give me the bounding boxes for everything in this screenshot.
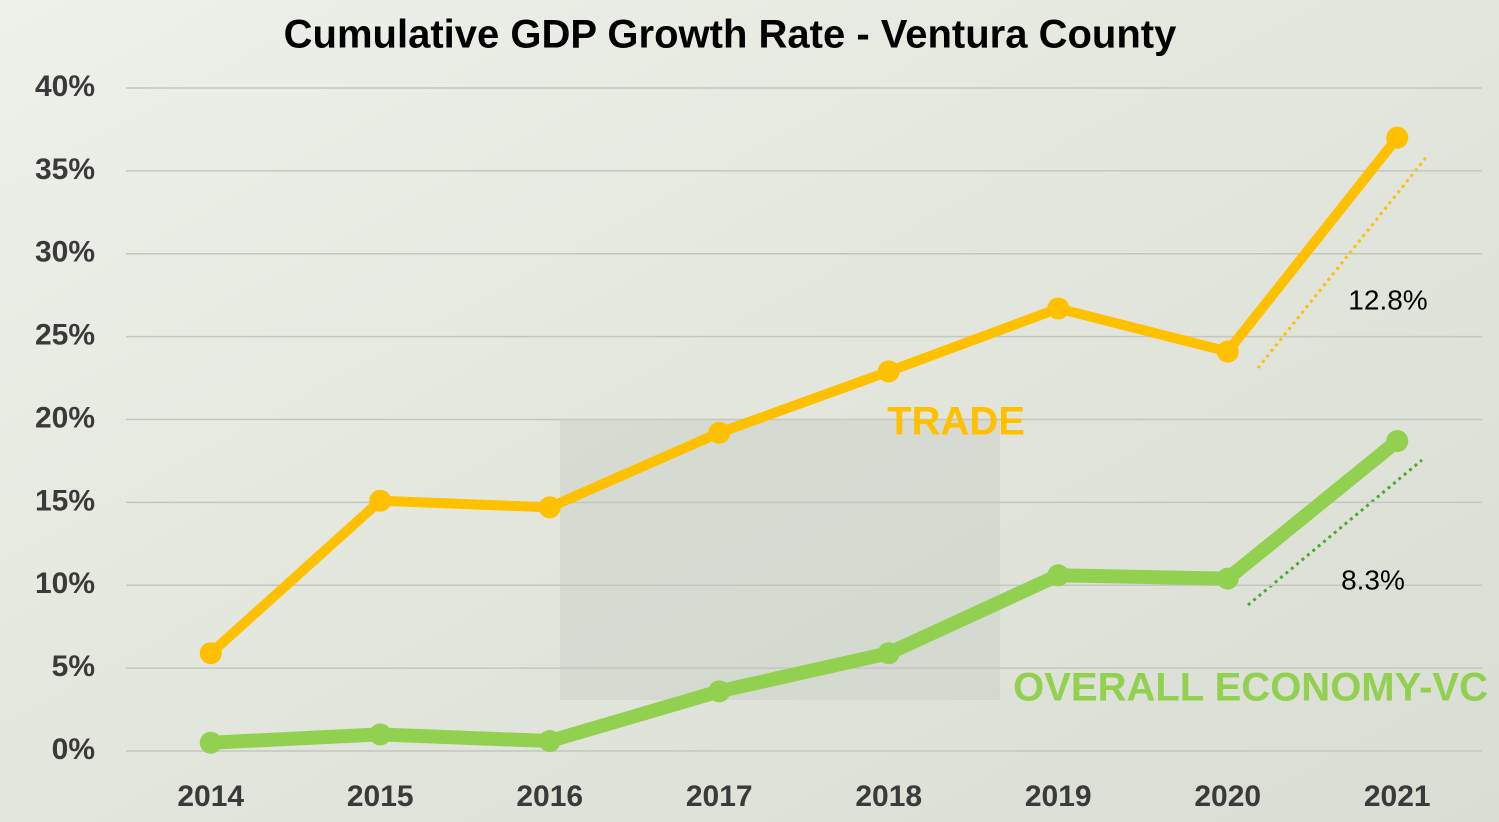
x-tick-label: 2021 [1364,780,1431,813]
trend-line [1247,458,1423,607]
marker [369,723,392,746]
y-tick-label: 30% [35,236,95,269]
y-tick-label: 10% [35,567,95,600]
x-tick-label: 2019 [1025,780,1092,813]
marker [1386,430,1409,453]
marker [877,642,900,665]
marker [1047,564,1070,587]
x-tick-label: 2018 [855,780,922,813]
y-tick-label: 15% [35,484,95,517]
marker [1216,567,1239,590]
x-tick-label: 2020 [1194,780,1261,813]
chart-title: Cumulative GDP Growth Rate - Ventura Cou… [284,13,1177,57]
annotation: 12.8% [1348,284,1427,315]
background-shape [560,420,1000,700]
x-tick-label: 2016 [516,780,583,813]
marker [538,730,561,753]
x-tick-label: 2014 [177,780,244,813]
y-tick-label: 0% [52,733,95,766]
annotation: 8.3% [1341,564,1405,595]
series-label: TRADE [887,400,1025,444]
marker [1216,340,1239,363]
marker [369,489,392,512]
x-tick-label: 2017 [686,780,753,813]
y-tick-label: 40% [35,70,95,103]
marker [1386,126,1409,149]
y-tick-label: 20% [35,401,95,434]
marker [708,421,731,444]
series-line [207,134,1402,657]
marker [538,496,561,519]
x-tick-label: 2015 [347,780,414,813]
series-label: OVERALL ECONOMY-VC [1013,666,1488,710]
series-line [210,435,1402,750]
marker [877,360,900,383]
marker [199,642,222,665]
marker [1047,297,1070,320]
marker [708,680,731,703]
marker [199,731,222,754]
y-tick-label: 5% [52,650,95,683]
y-tick-label: 25% [35,319,95,352]
y-tick-label: 35% [35,153,95,186]
